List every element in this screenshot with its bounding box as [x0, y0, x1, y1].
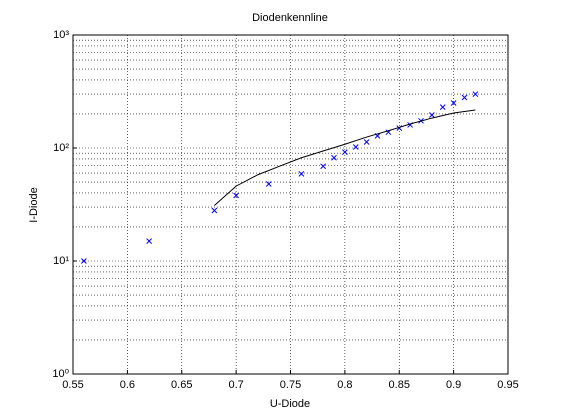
x-axis-label: U-Diode — [270, 398, 310, 410]
data-point — [298, 171, 305, 177]
data-point — [363, 139, 370, 145]
data-point — [461, 94, 468, 101]
y-tick-label: 10¹ — [53, 255, 69, 267]
y-tick-label: 10⁰ — [52, 368, 69, 380]
data-point — [472, 91, 479, 97]
x-tick-label: 0.75 — [280, 379, 301, 391]
y-tick-label: 10² — [53, 142, 69, 154]
y-axis-label: I-Diode — [28, 187, 40, 222]
data-point — [450, 100, 457, 106]
x-tick-label: 0.6 — [120, 379, 135, 391]
data-point — [352, 144, 359, 150]
x-tick-label: 0.55 — [62, 379, 83, 391]
data-point — [439, 104, 446, 110]
x-tick-label: 0.85 — [389, 379, 410, 391]
data-point — [265, 181, 272, 187]
x-tick-label: 0.9 — [446, 379, 461, 391]
plot-frame — [72, 34, 509, 375]
y-tick-label: 10³ — [53, 29, 69, 41]
data-point — [81, 258, 87, 264]
data-point — [429, 112, 435, 118]
chart-title: Diodenkennline — [252, 12, 328, 24]
x-tick-label: 0.95 — [497, 379, 518, 391]
data-point — [233, 192, 239, 199]
x-tick-label: 0.65 — [171, 379, 192, 391]
x-tick-label: 0.7 — [228, 379, 243, 391]
x-tick-label: 0.8 — [337, 379, 352, 391]
data-point — [331, 154, 337, 161]
data-point — [320, 163, 326, 170]
data-line — [214, 109, 476, 206]
data-point — [146, 238, 152, 244]
data-point — [211, 207, 218, 214]
data-point — [342, 149, 348, 155]
